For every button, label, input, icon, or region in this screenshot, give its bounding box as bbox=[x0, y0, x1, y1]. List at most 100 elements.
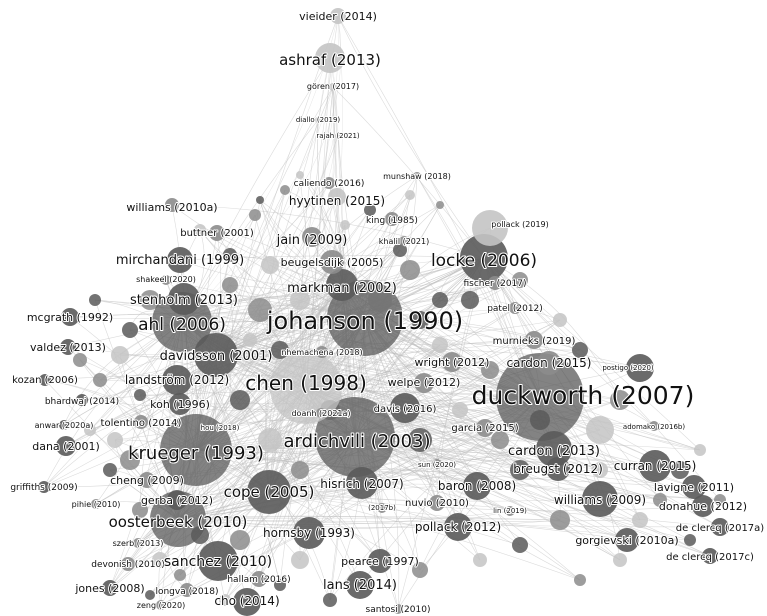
node-garcia[interactable] bbox=[476, 419, 494, 437]
node-diallo[interactable] bbox=[315, 117, 321, 123]
label-beugelsdijk: beugelsdijk (2005) bbox=[281, 256, 384, 269]
node-griffiths[interactable] bbox=[38, 481, 50, 493]
node-declercq2017c[interactable] bbox=[702, 548, 718, 564]
node-szerb[interactable] bbox=[133, 538, 143, 548]
node-nuvio[interactable] bbox=[429, 495, 445, 511]
label-lin: lin (2019) bbox=[493, 507, 527, 515]
node-dana[interactable] bbox=[56, 436, 76, 456]
network-node bbox=[510, 460, 530, 480]
node-sanchez[interactable] bbox=[198, 541, 238, 581]
node-zeng[interactable] bbox=[156, 600, 166, 610]
node-anwar[interactable] bbox=[59, 420, 69, 430]
node-mcgrath[interactable] bbox=[61, 308, 79, 326]
node-longva[interactable] bbox=[180, 583, 194, 597]
node-davidsson[interactable] bbox=[194, 333, 238, 377]
node-adomako[interactable] bbox=[649, 421, 659, 431]
node-locke[interactable] bbox=[460, 234, 508, 282]
node-shakeel[interactable] bbox=[161, 275, 171, 285]
node-markman[interactable] bbox=[326, 269, 358, 301]
node-cheng[interactable] bbox=[139, 472, 155, 488]
node-declercq2017a[interactable] bbox=[711, 518, 729, 536]
node-fischer[interactable] bbox=[488, 276, 502, 290]
node-curran[interactable] bbox=[639, 450, 671, 482]
node-postigo[interactable] bbox=[626, 354, 654, 382]
node-sun[interactable] bbox=[432, 459, 442, 469]
node-jain[interactable] bbox=[302, 227, 322, 247]
node-gorgievski[interactable] bbox=[615, 528, 639, 552]
network-node bbox=[586, 416, 614, 444]
network-node bbox=[291, 461, 309, 479]
node-hallam[interactable] bbox=[251, 571, 267, 587]
node-bhardwaj[interactable] bbox=[76, 394, 88, 406]
node-welpe[interactable] bbox=[414, 373, 434, 393]
node-davis[interactable] bbox=[390, 393, 420, 423]
node-hornsby[interactable] bbox=[293, 517, 325, 549]
node-cardon2015[interactable] bbox=[537, 351, 561, 375]
node-munshaw[interactable] bbox=[413, 172, 421, 180]
node-williams2010a_top[interactable] bbox=[165, 198, 179, 212]
node-doanh[interactable] bbox=[316, 408, 326, 418]
node-y2017b[interactable] bbox=[377, 503, 387, 513]
node-pollack2019[interactable] bbox=[472, 210, 508, 246]
node-khalil[interactable] bbox=[399, 236, 409, 246]
label-vieider: vieider (2014) bbox=[299, 10, 377, 23]
node-pihie[interactable] bbox=[91, 499, 101, 509]
node-valdez[interactable] bbox=[60, 339, 76, 355]
node-patel[interactable] bbox=[509, 302, 521, 314]
node-landstrom[interactable] bbox=[162, 365, 192, 395]
node-donahue[interactable] bbox=[692, 495, 714, 517]
label-diallo: diallo (2019) bbox=[296, 116, 341, 124]
node-buttner[interactable] bbox=[209, 225, 225, 241]
node-goren[interactable] bbox=[329, 83, 337, 91]
node-ashraf[interactable] bbox=[315, 43, 345, 73]
network-node bbox=[89, 294, 101, 306]
node-lans[interactable] bbox=[346, 571, 374, 599]
node-wright[interactable] bbox=[442, 352, 462, 372]
node-gerba[interactable] bbox=[167, 490, 187, 510]
node-krueger[interactable] bbox=[160, 414, 232, 486]
node-murnieks[interactable] bbox=[525, 331, 543, 349]
node-baron[interactable] bbox=[463, 472, 491, 500]
label-devonish: devonish (2010) bbox=[91, 560, 164, 570]
node-santosi[interactable] bbox=[393, 604, 403, 614]
node-tolentino[interactable] bbox=[134, 415, 148, 429]
node-king[interactable] bbox=[385, 212, 399, 226]
node-breugst[interactable] bbox=[546, 457, 570, 481]
node-caliendo[interactable] bbox=[323, 177, 335, 189]
node-cho[interactable] bbox=[233, 588, 261, 616]
node-hou[interactable] bbox=[216, 423, 224, 431]
node-mirchandani[interactable] bbox=[167, 247, 193, 273]
network-node bbox=[694, 444, 706, 456]
node-beugelsdijk[interactable] bbox=[320, 250, 344, 274]
node-hisrich[interactable] bbox=[346, 467, 378, 499]
node-lin[interactable] bbox=[505, 506, 515, 516]
node-nhemachena[interactable] bbox=[316, 346, 328, 358]
node-stenholm[interactable] bbox=[168, 283, 200, 315]
label-chen: chen (1998) bbox=[245, 371, 367, 395]
node-devonish[interactable] bbox=[121, 557, 135, 571]
node-kozan[interactable] bbox=[39, 374, 51, 386]
node-rajah[interactable] bbox=[335, 133, 341, 139]
node-jones[interactable] bbox=[102, 580, 118, 596]
node-oosterbeek[interactable] bbox=[150, 491, 206, 547]
network-node bbox=[249, 209, 261, 221]
node-vieider[interactable] bbox=[330, 8, 346, 24]
citation-link bbox=[364, 317, 641, 369]
node-williams2009[interactable] bbox=[582, 481, 618, 517]
node-chen[interactable] bbox=[270, 352, 342, 424]
node-koh[interactable] bbox=[169, 393, 191, 415]
node-labels: vieider (2014) ashraf (2013) gören (2017) d… bbox=[9, 9, 765, 616]
node-cope[interactable] bbox=[247, 470, 291, 514]
network-node bbox=[145, 590, 155, 600]
node-hyytinen[interactable] bbox=[328, 188, 346, 206]
node-pearce[interactable] bbox=[368, 549, 392, 573]
citation-link bbox=[215, 354, 361, 586]
node-pollack2012[interactable] bbox=[444, 513, 472, 541]
node-duckworth[interactable] bbox=[496, 353, 584, 441]
node-ardichvili[interactable] bbox=[315, 397, 395, 477]
node-lavigne[interactable] bbox=[682, 475, 706, 499]
label-caliendo: caliendo (2016) bbox=[294, 179, 365, 189]
label-patel: patel (2012) bbox=[487, 304, 543, 314]
node-cardon2013[interactable] bbox=[536, 431, 572, 467]
label-pearce: pearce (1997) bbox=[341, 555, 419, 568]
